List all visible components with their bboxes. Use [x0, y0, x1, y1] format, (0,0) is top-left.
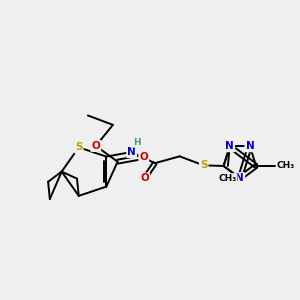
Text: CH₃: CH₃: [219, 174, 237, 183]
Text: O: O: [92, 141, 100, 151]
Text: N: N: [127, 147, 136, 157]
Text: CH₃: CH₃: [277, 161, 295, 170]
Text: H: H: [134, 138, 141, 147]
Text: N: N: [225, 141, 234, 151]
Text: O: O: [140, 152, 148, 162]
Text: O: O: [140, 173, 149, 183]
Text: N: N: [236, 173, 244, 183]
Text: S: S: [200, 160, 208, 170]
Text: S: S: [75, 142, 82, 152]
Text: N: N: [245, 141, 254, 151]
